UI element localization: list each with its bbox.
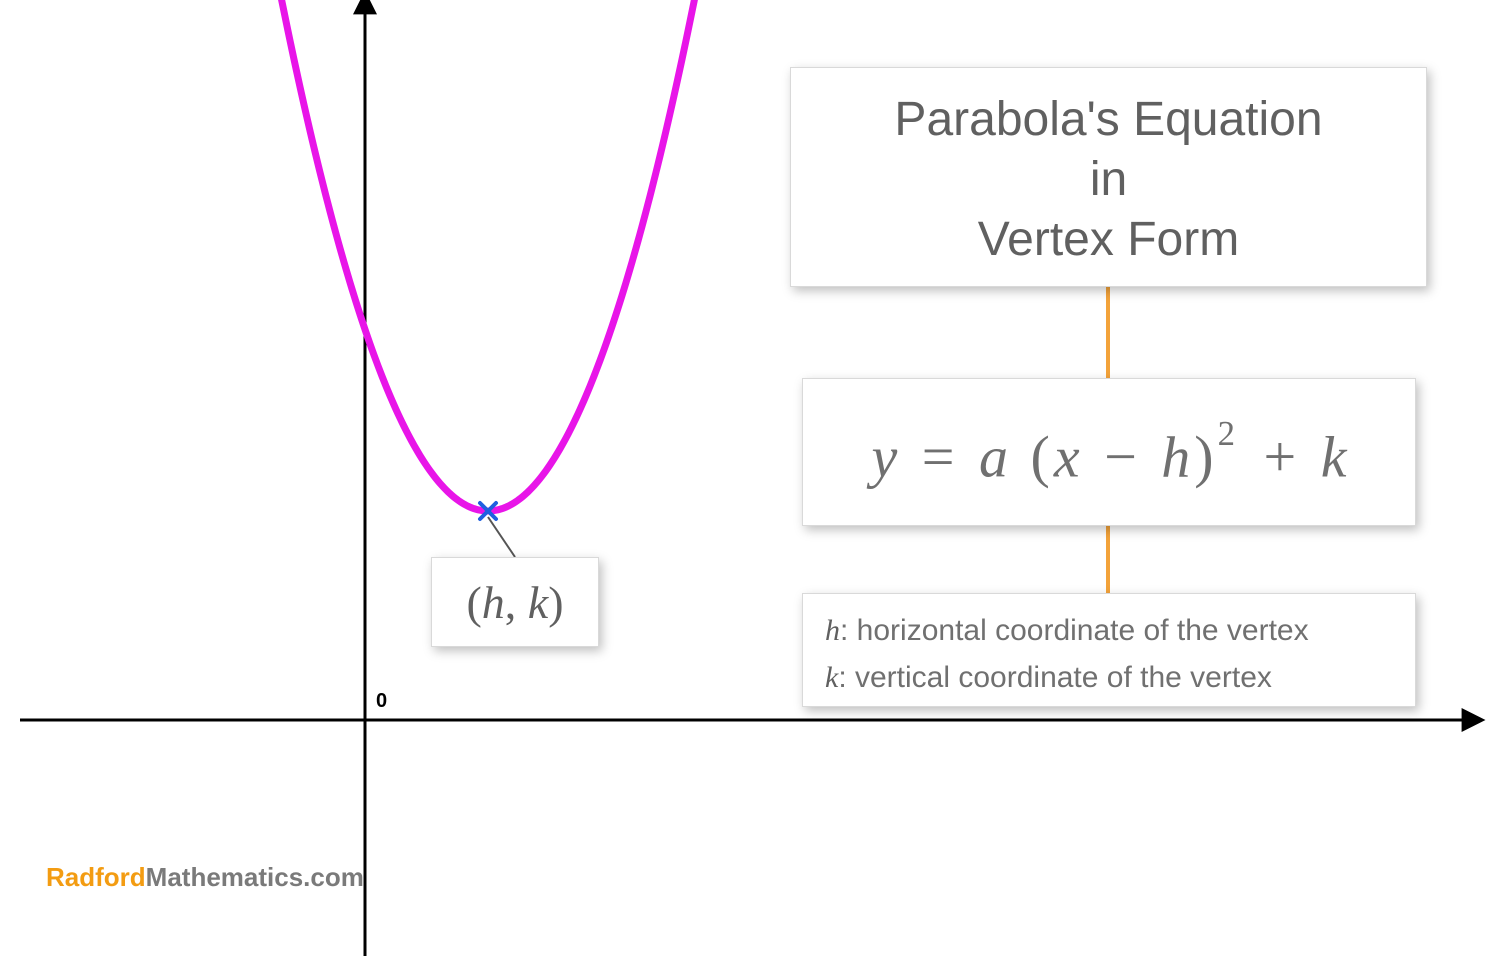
brand-accent: Radford <box>46 862 146 892</box>
brand-logo: RadfordMathematics.com <box>46 862 364 893</box>
title-line-2: in <box>791 150 1426 210</box>
equation-text: y = a (x − h)2 + k <box>872 414 1347 490</box>
brand-rest: Mathematics.com <box>146 862 364 892</box>
parabola-curve <box>270 0 706 511</box>
vertex-label-text: (h, k) <box>466 576 563 629</box>
title-line-3: Vertex Form <box>791 210 1426 270</box>
vertex-pointer-line <box>488 517 515 557</box>
description-card: h: horizontal coordinate of the vertex k… <box>802 593 1416 707</box>
desc-h-line: h: horizontal coordinate of the vertex <box>825 608 1393 655</box>
title-line-1: Parabola's Equation <box>791 90 1426 150</box>
vertex-label-card: (h, k) <box>431 557 599 647</box>
equation-card: y = a (x − h)2 + k <box>802 378 1416 526</box>
title-card: Parabola's Equation in Vertex Form <box>790 67 1427 287</box>
desc-k-line: k: vertical coordinate of the vertex <box>825 655 1393 702</box>
origin-label: 0 <box>376 690 387 713</box>
